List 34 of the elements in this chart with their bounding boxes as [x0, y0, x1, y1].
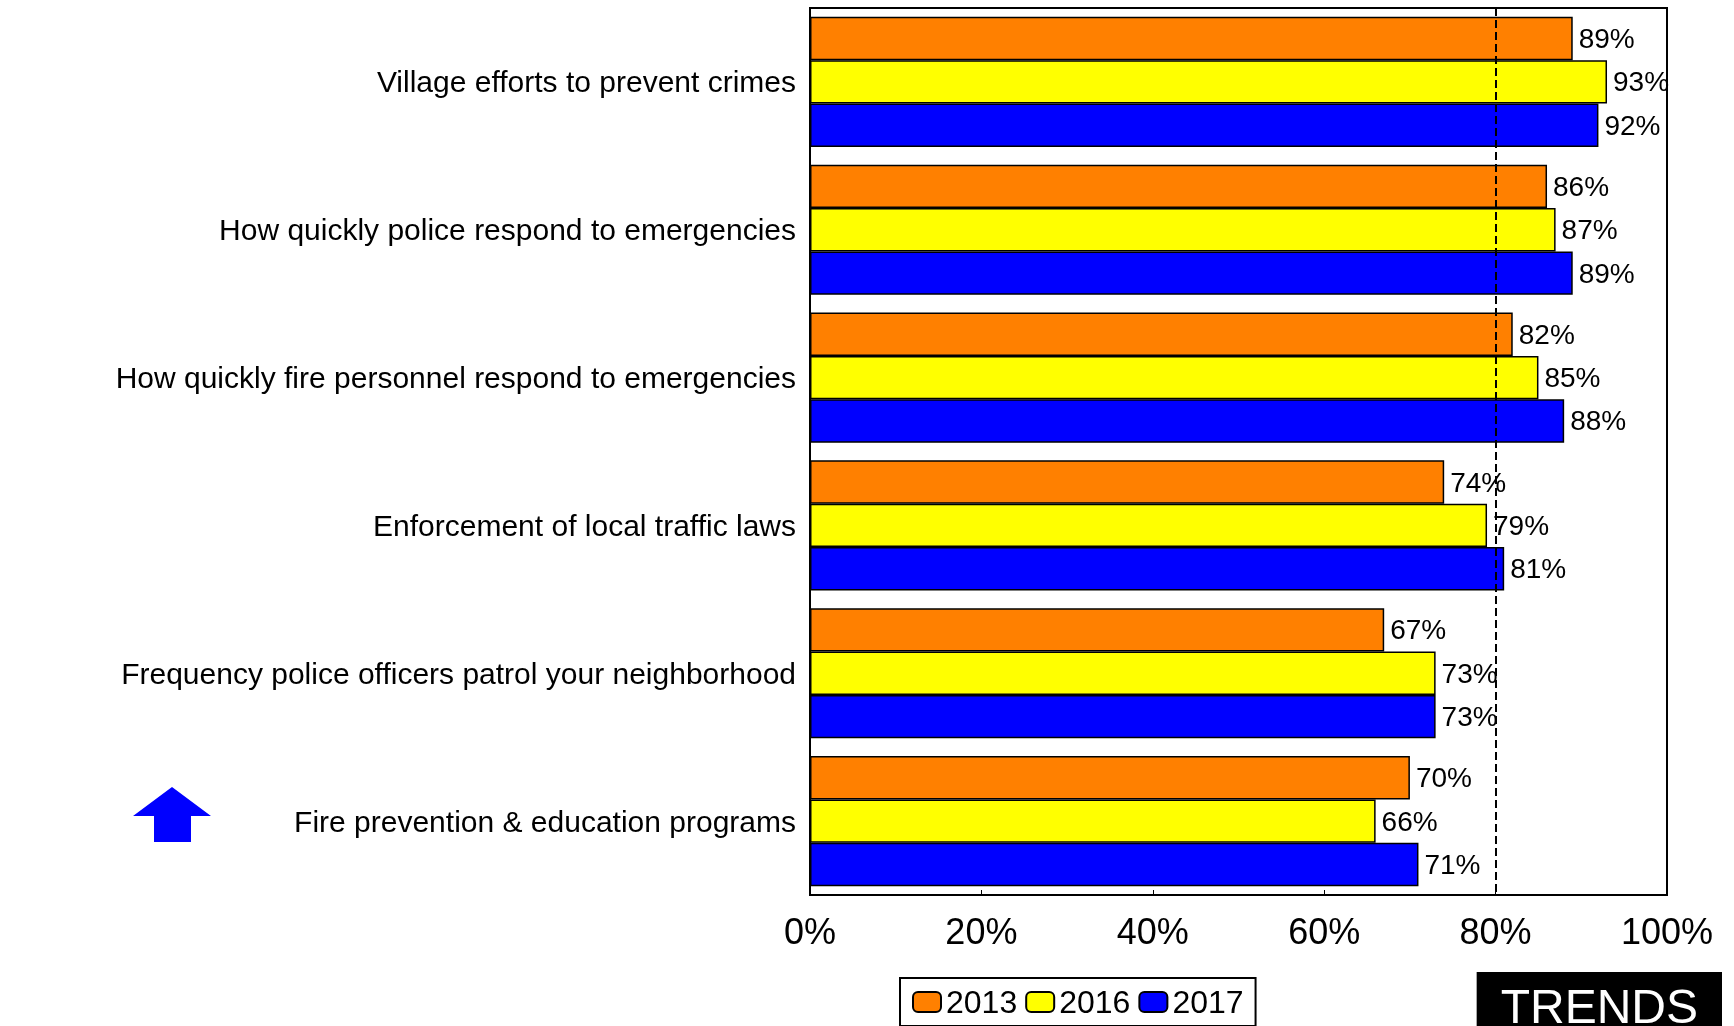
data-label: 79%	[1493, 509, 1550, 541]
data-label: 87%	[1561, 214, 1618, 246]
x-tick-label: 0%	[783, 910, 837, 952]
data-label: 73%	[1441, 657, 1498, 689]
data-label: 67%	[1390, 614, 1447, 646]
legend-label: 2013	[946, 984, 1018, 1020]
y-tick-label: Village efforts to prevent crimes	[376, 65, 796, 99]
data-label: 74%	[1450, 466, 1507, 498]
y-tick-label: Enforcement of local traffic laws	[373, 508, 796, 542]
data-label: 66%	[1381, 805, 1438, 837]
legend-label: 2016	[1059, 984, 1131, 1020]
x-tick-label: 20%	[945, 910, 1018, 952]
y-tick-label: Frequency police officers patrol your neighborhood	[121, 656, 796, 690]
y-tick-label: How quickly police respond to emergencies	[219, 213, 796, 247]
data-label: 85%	[1544, 362, 1601, 394]
data-label: 71%	[1424, 848, 1481, 880]
data-label: 88%	[1570, 405, 1627, 437]
data-label: 89%	[1578, 23, 1635, 55]
x-tick-label: 100%	[1620, 910, 1714, 952]
y-tick-label: Fire prevention & education programs	[294, 804, 796, 838]
data-label: 81%	[1510, 553, 1567, 585]
data-label: 93%	[1613, 66, 1670, 98]
data-label: 70%	[1415, 762, 1472, 794]
y-tick-label: How quickly fire personnel respond to emergencies	[115, 361, 796, 395]
data-label: 73%	[1441, 701, 1498, 733]
legend-label: 2017	[1172, 984, 1244, 1020]
data-label: 82%	[1518, 318, 1575, 350]
x-tick-label: 80%	[1459, 910, 1532, 952]
x-tick-label: 60%	[1288, 910, 1361, 952]
data-label: 89%	[1578, 257, 1635, 289]
text: TRENDS	[1500, 979, 1698, 1026]
x-tick-label: 40%	[1116, 910, 1189, 952]
data-label: 86%	[1553, 170, 1610, 202]
data-label: 92%	[1604, 109, 1661, 141]
